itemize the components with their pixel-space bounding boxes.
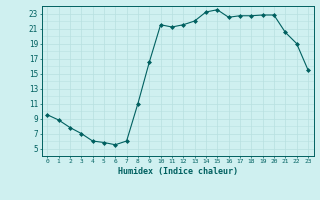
X-axis label: Humidex (Indice chaleur): Humidex (Indice chaleur) — [118, 167, 237, 176]
